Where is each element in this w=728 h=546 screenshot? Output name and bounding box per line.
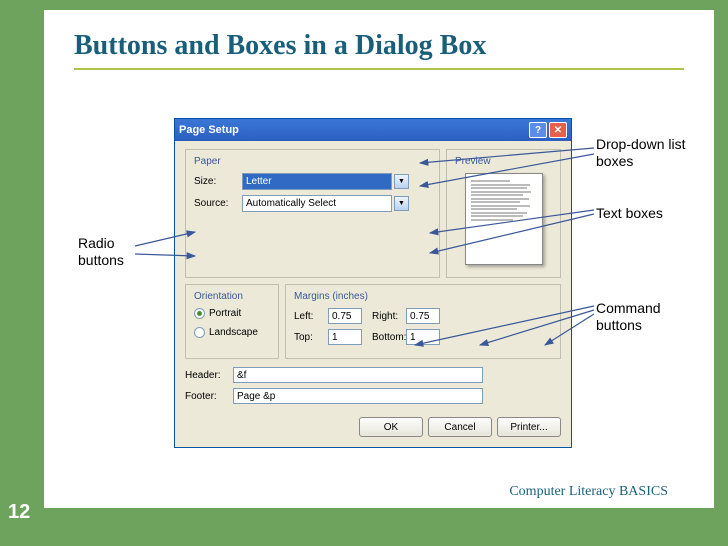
footer-input[interactable]: Page &p	[233, 388, 483, 404]
page-setup-dialog: Page Setup ? ✕ Paper Size: Letter ▼ Sour…	[174, 118, 572, 448]
page-number: 12	[8, 501, 30, 524]
orientation-group: Orientation Portrait Landscape	[185, 284, 279, 359]
source-label: Source:	[194, 198, 242, 209]
margins-group: Margins (inches) Left: 0.75 Right: 0.75 …	[285, 284, 561, 359]
close-button[interactable]: ✕	[549, 122, 567, 138]
printer-button[interactable]: Printer...	[497, 417, 561, 437]
source-value: Automatically Select	[246, 198, 336, 209]
size-dropdown[interactable]: Letter	[242, 173, 392, 190]
dropdown-callout: Drop-down list boxes	[596, 136, 686, 170]
margins-label: Margins (inches)	[294, 291, 552, 302]
slide-footer: Computer Literacy BASICS	[509, 484, 668, 500]
bottom-input[interactable]: 1	[406, 329, 440, 345]
textboxes-callout: Text boxes	[596, 205, 686, 222]
header-label: Header:	[185, 370, 233, 381]
slide-title: Buttons and Boxes in a Dialog Box	[74, 30, 684, 62]
preview-page-icon	[465, 173, 543, 265]
header-footer-group: Header: &f Footer: Page &p	[185, 365, 561, 411]
slide: Buttons and Boxes in a Dialog Box Page S…	[44, 10, 714, 508]
left-label: Left:	[294, 311, 328, 322]
title-underline	[74, 68, 684, 70]
landscape-label: Landscape	[209, 327, 258, 338]
command-callout: Command buttons	[596, 300, 686, 334]
ok-button[interactable]: OK	[359, 417, 423, 437]
portrait-label: Portrait	[209, 308, 241, 319]
top-input[interactable]: 1	[328, 329, 362, 345]
help-button[interactable]: ?	[529, 122, 547, 138]
radio-callout: Radio buttons	[78, 235, 148, 269]
preview-group: Preview	[446, 149, 561, 278]
paper-label: Paper	[194, 156, 431, 167]
preview-label: Preview	[455, 156, 552, 167]
header-input[interactable]: &f	[233, 367, 483, 383]
right-input[interactable]: 0.75	[406, 308, 440, 324]
dialog-body: Paper Size: Letter ▼ Source: Automatical…	[175, 141, 571, 447]
size-label: Size:	[194, 176, 242, 187]
right-label: Right:	[372, 311, 406, 322]
footer-label: Footer:	[185, 391, 233, 402]
bottom-label: Bottom:	[372, 332, 406, 343]
left-input[interactable]: 0.75	[328, 308, 362, 324]
button-row: OK Cancel Printer...	[185, 417, 561, 437]
orientation-label: Orientation	[194, 291, 270, 302]
dropdown-arrow-icon[interactable]: ▼	[394, 174, 409, 189]
size-value: Letter	[246, 176, 272, 187]
dropdown-arrow-icon[interactable]: ▼	[394, 196, 409, 211]
top-label: Top:	[294, 332, 328, 343]
portrait-radio[interactable]	[194, 308, 205, 319]
landscape-radio[interactable]	[194, 327, 205, 338]
dialog-titlebar: Page Setup ? ✕	[175, 119, 571, 141]
source-dropdown[interactable]: Automatically Select	[242, 195, 392, 212]
dialog-title: Page Setup	[179, 124, 527, 136]
cancel-button[interactable]: Cancel	[428, 417, 492, 437]
paper-group: Paper Size: Letter ▼ Source: Automatical…	[185, 149, 440, 278]
